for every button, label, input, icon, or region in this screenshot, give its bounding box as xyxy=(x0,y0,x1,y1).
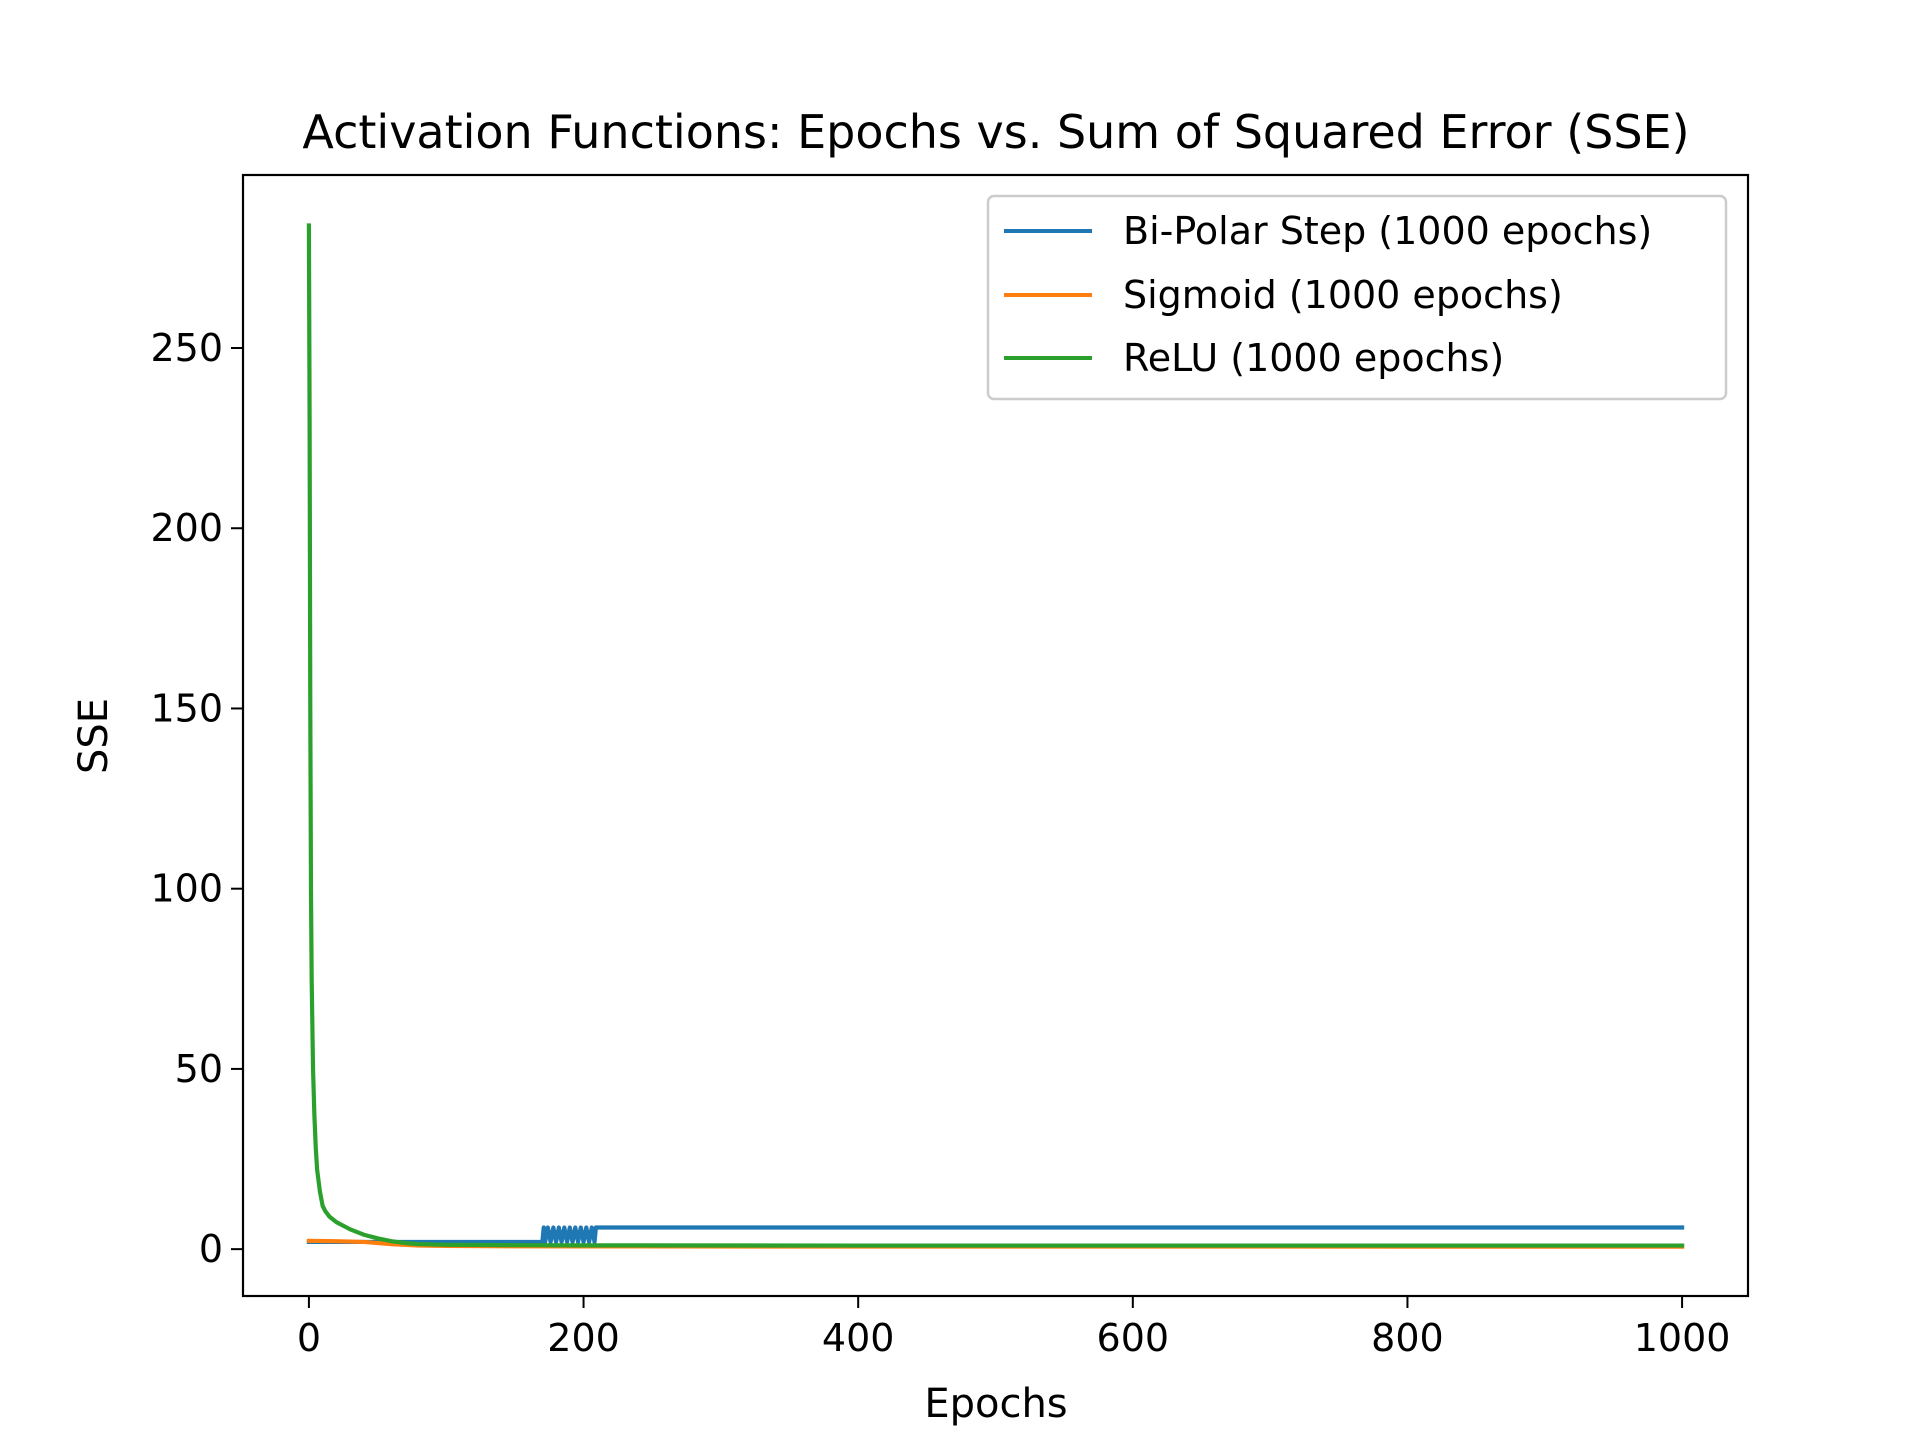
legend-entry: ReLU (1000 epochs) xyxy=(1004,336,1504,380)
y-axis-label: SSE xyxy=(71,698,117,774)
legend-label: Bi-Polar Step (1000 epochs) xyxy=(1123,209,1652,253)
x-axis-label: Epochs xyxy=(924,1381,1067,1427)
chart-title: Activation Functions: Epochs vs. Sum of … xyxy=(302,105,1689,159)
y-tick-label: 50 xyxy=(175,1047,223,1091)
y-tick-label: 0 xyxy=(199,1227,223,1271)
legend-entry: Bi-Polar Step (1000 epochs) xyxy=(1004,209,1652,253)
y-tick-label: 200 xyxy=(150,506,223,550)
series-layer xyxy=(306,223,1685,1249)
plot-frame xyxy=(241,173,1750,1298)
legend-box xyxy=(986,194,1728,401)
x-axis-ticks: 0 200 400 600 800 1000 xyxy=(297,1296,1731,1360)
y-tick-label: 150 xyxy=(150,686,223,730)
x-tick-label: 600 xyxy=(1097,1316,1170,1360)
series-line-0 xyxy=(306,1225,1685,1245)
x-tick-label: 200 xyxy=(547,1316,620,1360)
x-tick-label: 1000 xyxy=(1634,1316,1731,1360)
x-tick-label: 0 xyxy=(297,1316,321,1360)
legend-label: ReLU (1000 epochs) xyxy=(1123,336,1504,380)
y-tick-label: 250 xyxy=(150,326,223,370)
legend-label: Sigmoid (1000 epochs) xyxy=(1123,273,1563,317)
x-tick-label: 400 xyxy=(822,1316,895,1360)
y-axis-ticks: 0 50 100 150 200 250 xyxy=(150,326,243,1271)
series-line-2 xyxy=(306,223,1685,1248)
y-tick-label: 100 xyxy=(150,867,223,911)
legend-entry: Sigmoid (1000 epochs) xyxy=(1004,273,1563,317)
legend: Bi-Polar Step (1000 epochs) Sigmoid (100… xyxy=(986,194,1728,401)
x-tick-label: 800 xyxy=(1371,1316,1444,1360)
